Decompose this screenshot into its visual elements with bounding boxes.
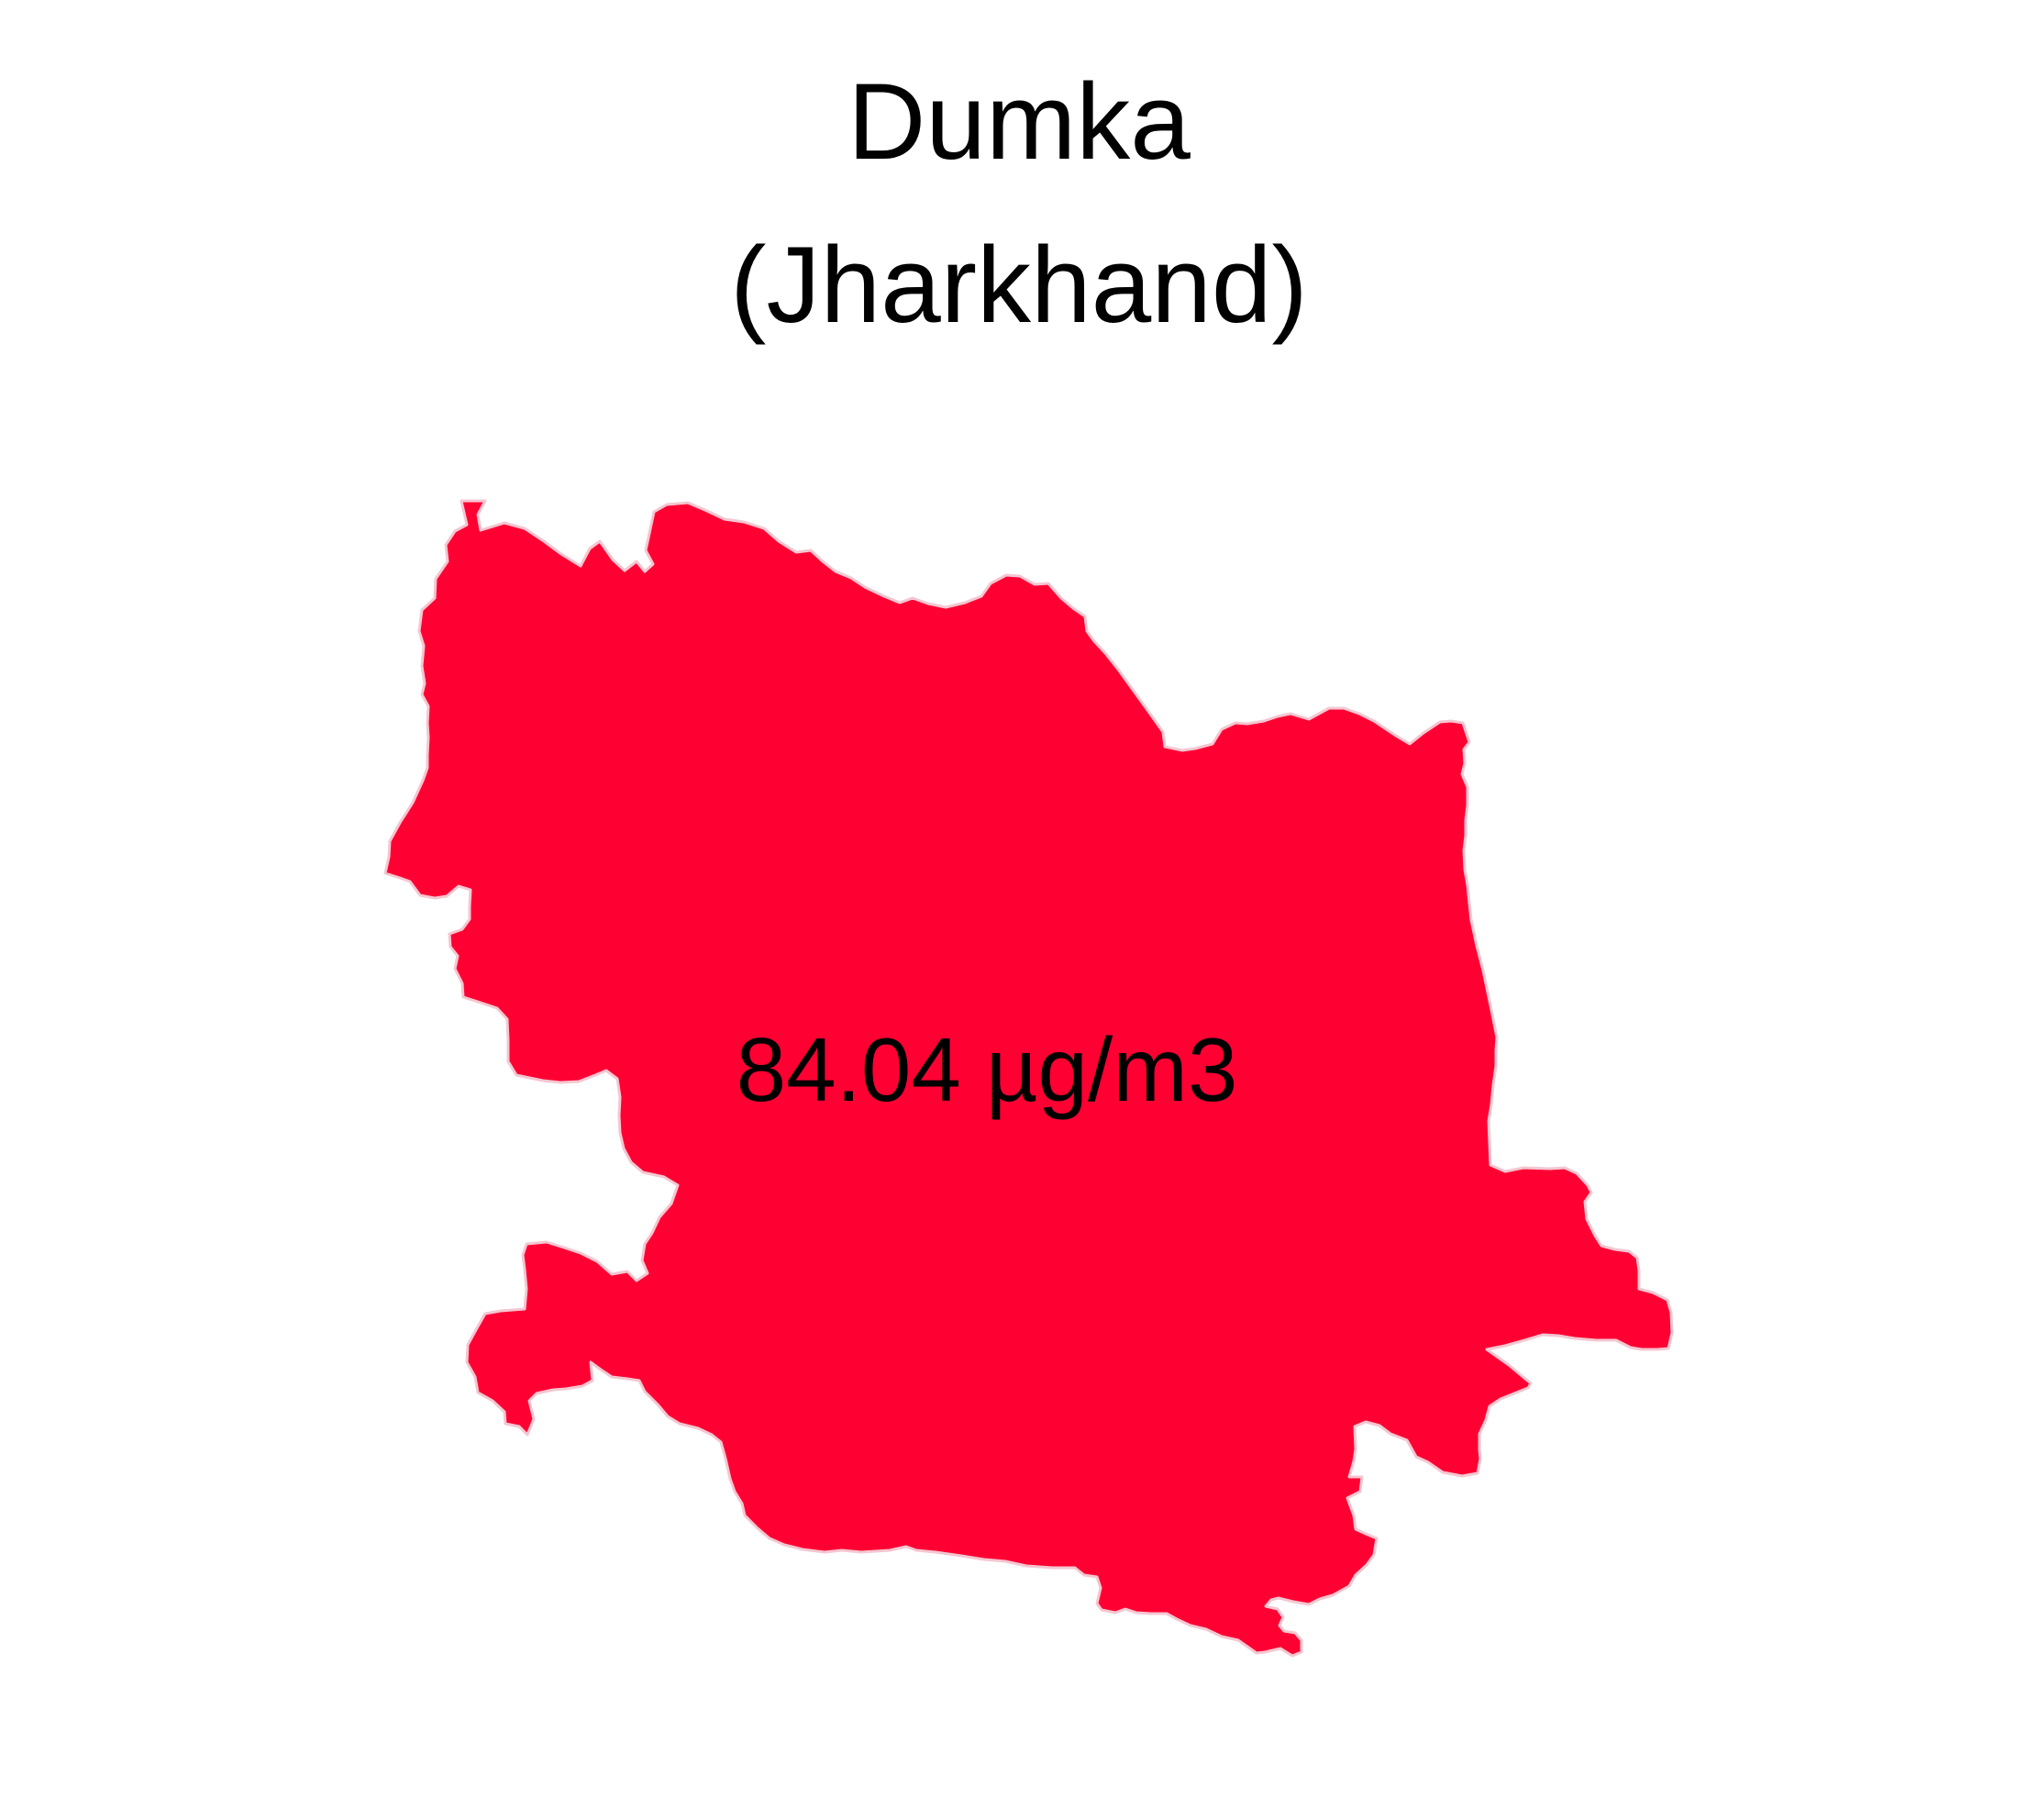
map-subtitle: (Jharkhand)	[730, 225, 1308, 346]
map-title: Dumka	[847, 61, 1191, 183]
region-value-label: 84.04 µg/m3	[737, 1019, 1238, 1120]
dumka-district-region	[383, 499, 1674, 1658]
